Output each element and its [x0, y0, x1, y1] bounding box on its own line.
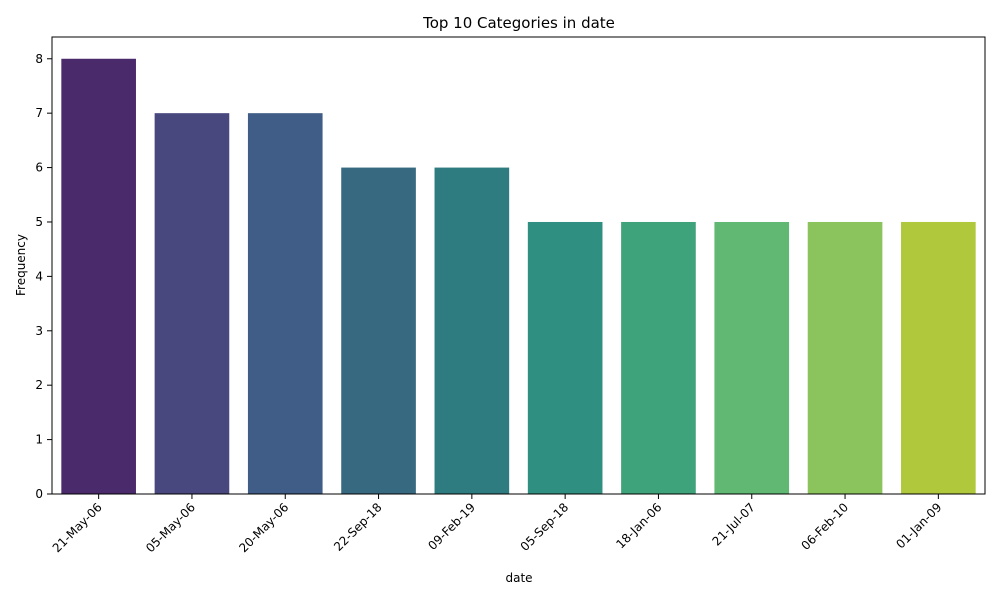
x-tick-label: 21-May-06 — [50, 500, 105, 555]
x-tick-label: 18-Jan-06 — [613, 500, 664, 551]
y-tick-label: 5 — [35, 215, 43, 229]
x-tick-label: 01-Jan-09 — [893, 500, 944, 551]
x-tick-label: 20-May-06 — [236, 500, 291, 555]
bars-layer — [61, 58, 976, 495]
plot-frame — [51, 36, 986, 495]
y-axis: 0 1 2 3 4 5 6 7 8 — [35, 52, 52, 501]
x-axis: 21-May-06 05-May-06 20-May-06 22-Sep-18 09-F… — [50, 494, 944, 555]
bar-05-Sep-18 — [527, 221, 603, 494]
y-tick-label: 7 — [35, 106, 43, 120]
bar-01-Jan-09 — [901, 221, 976, 494]
y-tick-label: 8 — [35, 52, 43, 66]
y-tick-label: 1 — [35, 433, 43, 447]
chart-title: Top 10 Categories in date — [422, 14, 615, 32]
x-tick-label: 22-Sep-18 — [331, 500, 385, 554]
y-axis-label: Frequency — [14, 234, 28, 296]
y-tick-label: 0 — [35, 487, 43, 501]
bar-06-Feb-10 — [807, 221, 883, 494]
y-tick-label: 2 — [35, 378, 43, 392]
x-tick-label: 06-Feb-10 — [799, 500, 852, 553]
bar-22-Sep-18 — [341, 167, 416, 495]
x-tick-label: 05-May-06 — [143, 500, 198, 555]
x-tick-label: 09-Feb-19 — [425, 500, 478, 553]
x-axis-label: date — [505, 571, 532, 585]
bar-05-May-06 — [154, 113, 230, 495]
bar-21-May-06 — [61, 58, 136, 495]
x-tick-label: 05-Sep-18 — [518, 500, 572, 554]
y-tick-label: 6 — [35, 161, 43, 175]
y-tick-label: 4 — [35, 269, 43, 283]
bar-20-May-06 — [247, 113, 323, 495]
x-tick-label: 21-Jul-07 — [710, 500, 758, 548]
bar-18-Jan-06 — [621, 221, 696, 494]
bar-09-Feb-19 — [434, 167, 510, 495]
bar-21-Jul-07 — [714, 221, 790, 494]
y-tick-label: 3 — [35, 324, 43, 338]
